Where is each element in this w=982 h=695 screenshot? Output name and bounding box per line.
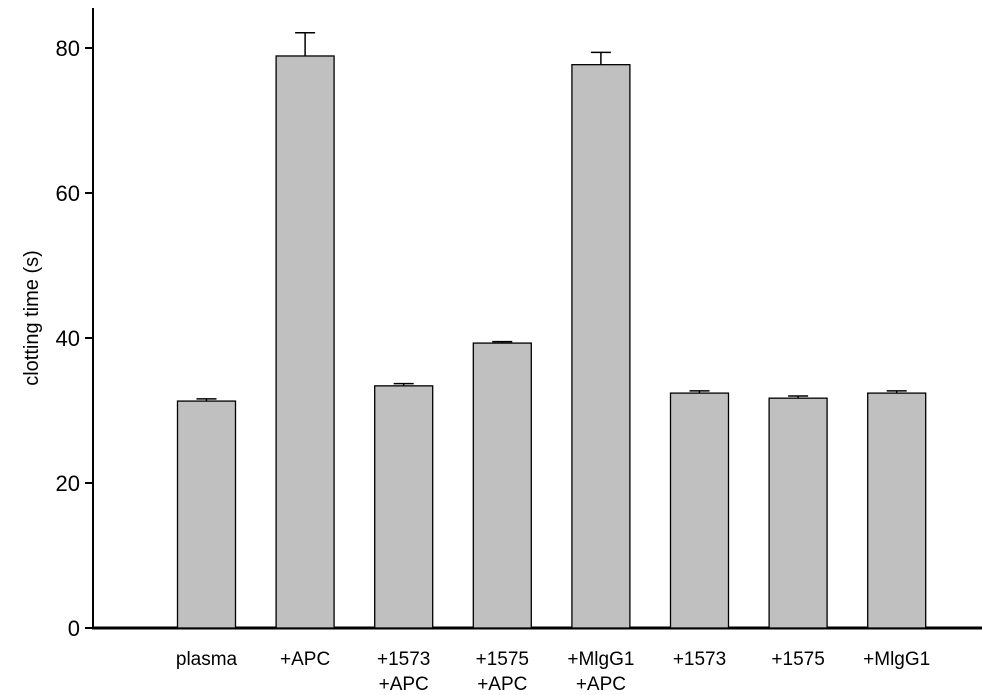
y-axis-label: clotting time (s) [21, 250, 43, 386]
bar [374, 385, 434, 629]
x-tick-label: +APC [576, 674, 626, 695]
chart-axes [92, 8, 982, 630]
bar [275, 55, 335, 629]
y-tick-label: 40 [56, 326, 80, 351]
y-tick-label: 60 [56, 181, 80, 206]
x-tick-label: +APC [379, 674, 429, 695]
x-tick-label: +APC [280, 649, 330, 670]
x-tick-label: plasma [176, 649, 238, 670]
y-tick-label: 0 [68, 616, 80, 641]
x-tick-label: +1573 [673, 649, 726, 670]
y-tick-label: 20 [56, 471, 80, 496]
x-tick-label: +MlgG1 [863, 649, 930, 670]
bar [176, 400, 237, 629]
y-tick-label: 80 [56, 36, 80, 61]
x-tick-label: +MlgG1 [567, 649, 634, 670]
bar [669, 392, 730, 629]
chart-bars [176, 55, 927, 629]
x-tick-label: +1575 [476, 649, 529, 670]
bar [472, 342, 532, 629]
chart-y-ticks: 0 20 40 60 80 [56, 36, 93, 641]
chart-error-bars [196, 32, 907, 402]
x-tick-label: +APC [477, 674, 527, 695]
bar [867, 392, 927, 629]
x-tick-label: +1573 [377, 649, 430, 670]
bar [768, 397, 828, 629]
bar [571, 64, 631, 629]
chart-x-labels: plasma +APC +1573 +APC +1575 +APC +MlgG1 +APC +1… [176, 649, 930, 695]
x-tick-label: +1575 [771, 649, 824, 670]
